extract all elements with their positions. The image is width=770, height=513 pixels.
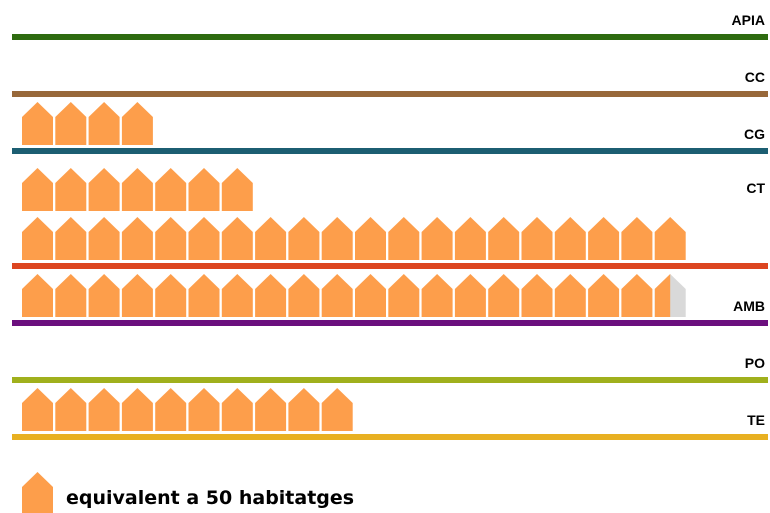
house-icon: [255, 217, 287, 260]
house-icon: [554, 217, 586, 260]
house-icon: [221, 388, 253, 431]
house-icon: [55, 274, 87, 317]
house-icon: [88, 102, 120, 145]
house-icon: [155, 217, 187, 260]
house-icon: [321, 274, 353, 317]
house-icon: [521, 274, 553, 317]
house-icon: [55, 388, 87, 431]
house-icon: [421, 217, 453, 260]
house-icon: [288, 388, 320, 431]
house-icon: [22, 388, 53, 431]
house-icon: [355, 217, 386, 260]
house-fill: [654, 274, 671, 317]
house-icon: [321, 217, 353, 260]
category-label: APIA: [732, 12, 765, 28]
house-icon: [188, 168, 220, 211]
house-icon: [554, 274, 586, 317]
category-label: CC: [745, 69, 765, 85]
house-icon: [654, 217, 686, 260]
house-icon: [121, 217, 153, 260]
house-icon: [88, 168, 120, 211]
house-icon: [22, 168, 53, 211]
house-icon: [621, 217, 653, 260]
house-icon: [188, 274, 220, 317]
house-icon: [88, 274, 120, 317]
house-icon: [88, 388, 120, 431]
house-icon: [288, 274, 320, 317]
house-icon: [488, 217, 520, 260]
house-icon: [121, 274, 153, 317]
house-icon: [121, 168, 153, 211]
legend-icon: [22, 472, 53, 513]
house-icon: [55, 102, 87, 145]
house-icon: [388, 274, 420, 317]
house-icon: [22, 102, 53, 145]
house-icon: [588, 217, 620, 260]
house-icon: [55, 168, 87, 211]
house-icon: [221, 274, 253, 317]
house-icon: [521, 217, 553, 260]
house-icon: [188, 217, 220, 260]
house-icon: [488, 274, 520, 317]
category-label: PO: [745, 355, 765, 371]
legend-label: equivalent a 50 habitatges: [66, 487, 354, 509]
house-icon: [288, 217, 320, 260]
house-icon: [388, 217, 420, 260]
house-icon: [454, 217, 486, 260]
category-label: AMB: [733, 298, 765, 314]
category-label: CT: [746, 180, 765, 196]
house-icon: [355, 274, 386, 317]
category-label: CG: [744, 126, 765, 142]
house-icon: [221, 217, 253, 260]
house-icon: [55, 217, 87, 260]
house-icon: [621, 274, 653, 317]
category-label: TE: [747, 412, 765, 428]
house-icon: [22, 217, 53, 260]
house-icon: [255, 274, 287, 317]
house-icon: [121, 102, 153, 145]
house-icon: [22, 274, 53, 317]
house-icon: [588, 274, 620, 317]
house-icon: [188, 388, 220, 431]
house-icon: [155, 274, 187, 317]
partial-house-icon: [654, 274, 686, 317]
house-icon: [454, 274, 486, 317]
house-icon: [121, 388, 153, 431]
house-icon: [155, 388, 187, 431]
house-icon: [321, 388, 353, 431]
house-icon: [421, 274, 453, 317]
house-icon: [221, 168, 253, 211]
house-icon: [255, 388, 287, 431]
house-icon: [155, 168, 187, 211]
house-icon: [88, 217, 120, 260]
